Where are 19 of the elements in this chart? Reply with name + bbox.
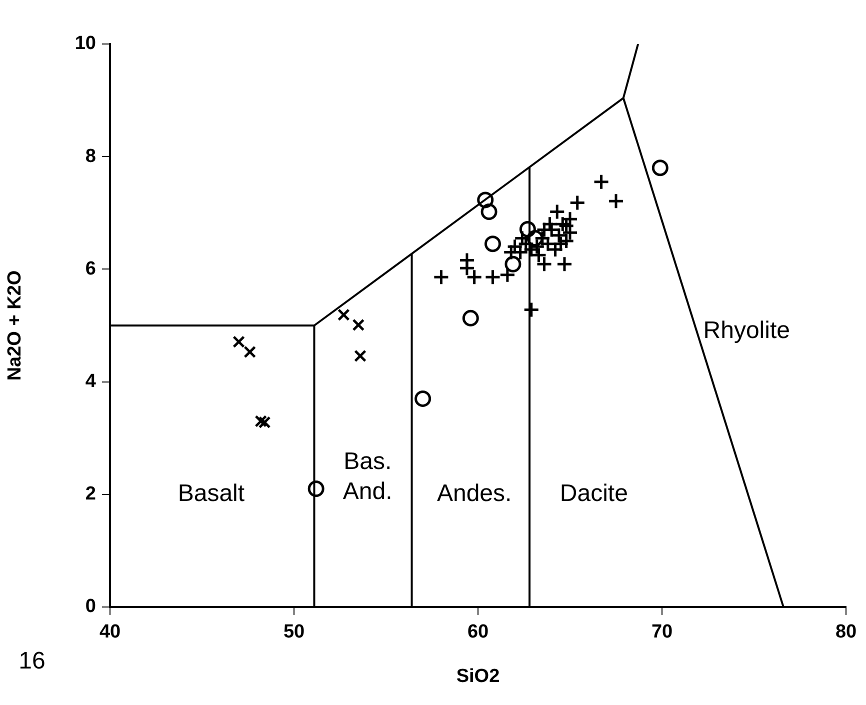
annotation: Bas. And. xyxy=(342,448,392,506)
y-tick-label: 2 xyxy=(85,484,96,505)
x-tick-label: 80 xyxy=(835,622,857,643)
x-tick-label: 70 xyxy=(651,622,673,643)
annotation: Rhyolite xyxy=(703,316,790,344)
x-tick-label: 60 xyxy=(467,622,489,643)
y-tick-label: 10 xyxy=(74,33,96,54)
y-tick-label: 4 xyxy=(85,371,96,392)
y-axis-title: Na2O + K2O xyxy=(4,270,26,381)
y-tick-label: 6 xyxy=(85,258,96,280)
y-tick-label: 0 xyxy=(85,596,96,618)
y-tick-label: 8 xyxy=(85,146,96,167)
x-tick-label: 40 xyxy=(99,622,121,643)
x-axis-title: SiO2 xyxy=(456,666,500,687)
annotation: Andes. xyxy=(436,480,512,508)
annotation: Dacite xyxy=(560,480,628,508)
text: 16 xyxy=(18,648,46,675)
annotation: Basalt xyxy=(178,480,245,508)
x-tick-label: 50 xyxy=(283,622,305,643)
